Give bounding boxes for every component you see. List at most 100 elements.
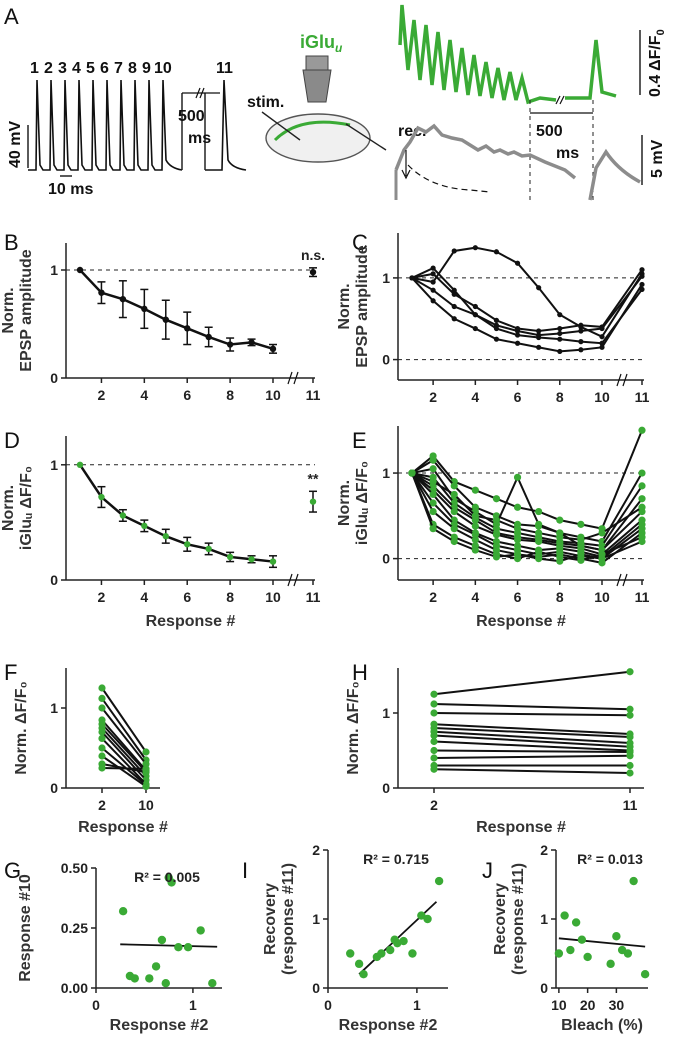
panel-i: I 0 1 0 1 2 R² = 0.715 Recovery (response #11) Re…	[242, 842, 448, 1034]
data-point	[417, 911, 426, 920]
data-point	[142, 782, 150, 791]
data-point	[513, 473, 522, 481]
data-point	[492, 553, 501, 561]
data-point	[557, 336, 563, 342]
x-tick-label: 4	[140, 387, 148, 403]
data-point	[471, 486, 479, 494]
data-point	[638, 482, 646, 490]
x-tick-label: 10	[594, 589, 610, 605]
panel-label-g: G	[4, 858, 21, 883]
break-mark-icon	[555, 95, 565, 105]
data-point	[430, 700, 438, 708]
data-point	[429, 478, 437, 486]
y-axis-label: (response #11)	[280, 863, 297, 975]
y-tick-label: 1	[50, 457, 58, 473]
y-axis-label: EPSP amplitude	[354, 245, 371, 368]
pair-line	[433, 727, 631, 738]
y-tick-label: 2	[540, 842, 548, 858]
pair-line	[101, 755, 147, 788]
data-point	[98, 744, 106, 752]
data-point	[430, 287, 436, 293]
x-tick-label: 2	[429, 589, 437, 605]
y-tick-label: 1	[382, 465, 390, 481]
y-tick-label: 0	[382, 551, 390, 567]
data-point	[208, 979, 217, 988]
pair-line	[101, 737, 147, 785]
fit-line	[120, 943, 218, 948]
y-tick-label: 0.00	[61, 980, 88, 996]
y-axis-label: iGluᵤ ΔF/F₀	[18, 466, 35, 550]
data-point	[571, 918, 581, 927]
data-point	[623, 949, 633, 958]
data-point	[626, 705, 634, 713]
data-point	[145, 974, 154, 983]
x-axis-label: Response #2	[110, 1017, 209, 1034]
pair-line	[101, 719, 147, 772]
panel-b: B 2 4 6 8 10 11 0 1 n.s. Norm. EPSP amplitude	[0, 230, 325, 403]
data-point	[157, 935, 167, 945]
stim-number: 4	[72, 60, 81, 77]
data-point	[626, 761, 634, 770]
data-point	[161, 979, 170, 988]
data-point	[408, 469, 416, 477]
data-point	[162, 533, 169, 540]
data-point	[535, 548, 543, 556]
x-tick-label: 4	[471, 589, 479, 605]
pair-line	[433, 670, 631, 696]
stim-label: stim.	[247, 94, 284, 111]
data-point	[514, 325, 521, 332]
data-point	[205, 333, 212, 341]
x-tick-label: 10	[265, 589, 281, 605]
data-point	[557, 325, 563, 332]
x-tick-label: 6	[183, 589, 191, 605]
stim-numbers: 1 2 3 4 5 6 7 8 9 10 11	[30, 60, 233, 77]
data-point	[535, 529, 543, 537]
fit-line	[558, 937, 646, 948]
data-point	[599, 334, 605, 340]
series-line	[411, 429, 643, 530]
data-point	[430, 298, 436, 304]
data-point	[577, 536, 585, 544]
series-line	[411, 246, 643, 338]
data-point	[450, 482, 458, 490]
fit-decay-line	[407, 164, 491, 193]
pair-line	[433, 734, 631, 748]
data-point	[557, 330, 563, 337]
r-squared-label: R² = 0.013	[577, 851, 643, 867]
stim-number: 5	[86, 60, 95, 77]
data-point	[626, 711, 634, 719]
panel-label-d: D	[4, 428, 20, 453]
data-point	[472, 303, 478, 310]
significance-annotation: n.s.	[301, 247, 325, 263]
data-point	[493, 249, 500, 255]
data-point	[536, 332, 542, 338]
data-point	[183, 943, 193, 952]
data-point	[535, 507, 543, 516]
data-point	[640, 970, 650, 979]
x-tick-label: 10	[594, 389, 610, 405]
x-axis-label: Response #	[476, 613, 566, 630]
panel-label-e: E	[352, 428, 367, 453]
data-point	[492, 531, 501, 539]
data-point	[226, 341, 234, 348]
y-axis-label: Norm. ΔF/F₀	[345, 681, 362, 774]
data-point	[98, 694, 106, 703]
y-tick-label: 0	[382, 352, 390, 368]
data-point	[451, 316, 457, 322]
data-point	[472, 312, 478, 318]
pair-line	[101, 687, 147, 753]
data-point	[514, 260, 521, 266]
data-point	[451, 303, 457, 310]
data-point	[472, 325, 478, 332]
data-point	[598, 529, 606, 537]
data-point	[119, 512, 127, 519]
data-point	[377, 949, 386, 958]
data-point	[557, 348, 563, 355]
data-point	[269, 558, 277, 565]
data-point	[430, 279, 436, 285]
data-point	[578, 339, 584, 345]
data-point	[451, 291, 457, 297]
data-point	[434, 876, 444, 886]
y-tick-label: 1	[540, 911, 548, 927]
